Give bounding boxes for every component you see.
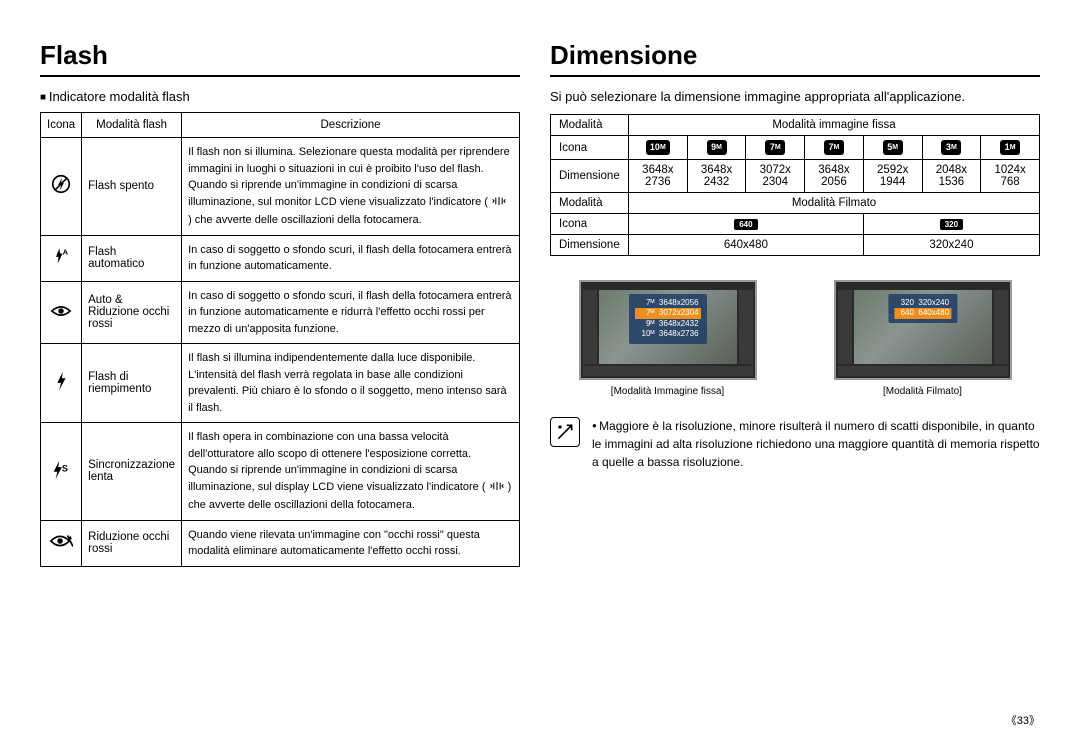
flash-table-header: Icona Modalità flash Descrizione	[41, 113, 520, 138]
dimensione-section: Dimensione Si può selezionare la dimensi…	[550, 40, 1040, 567]
svg-text:S: S	[62, 463, 68, 473]
col-desc-header: Descrizione	[182, 113, 520, 138]
col-mode-header: Modalità flash	[82, 113, 182, 138]
note-icon	[550, 417, 580, 447]
dimensione-title: Dimensione	[550, 40, 1040, 77]
flash-mode-desc: In caso di soggetto o sfondo scuri, il f…	[182, 281, 520, 344]
table-row: Auto & Riduzione occhi rossiIn caso di s…	[41, 281, 520, 344]
flash-mode-desc: Il flash non si illumina. Selezionare qu…	[182, 138, 520, 236]
mp-badge-cell: 9M	[687, 136, 746, 160]
flash-mode-name: Flash di riempimento	[82, 344, 182, 423]
flash-mode-icon	[41, 281, 82, 344]
dim-cell: 3648x2736	[629, 160, 688, 193]
table-row: S Sincronizzazione lentaIl flash opera in…	[41, 423, 520, 521]
mp-badge-cell: 5M	[863, 136, 922, 160]
flash-mode-name: Flash automatico	[82, 235, 182, 281]
mp-badge-cell: 3M	[922, 136, 981, 160]
flash-mode-icon: S	[41, 423, 82, 521]
flash-mode-name: Auto & Riduzione occhi rossi	[82, 281, 182, 344]
preview-row: 7ᴹ 3648x20567ᴹ 3072x23049ᴹ 3648x243210ᴹ …	[550, 280, 1040, 397]
flash-subhead: Indicatore modalità flash	[40, 89, 520, 104]
filmato-badge-1: 320	[863, 214, 1039, 235]
flash-title: Flash	[40, 40, 520, 77]
dim-mod-label: Modalità	[551, 115, 629, 136]
flash-mode-icon	[41, 520, 82, 566]
flash-mode-icon	[41, 138, 82, 236]
dim-icon-label: Icona	[551, 136, 629, 160]
mp-badge-cell: 10M	[629, 136, 688, 160]
flash-mode-name: Riduzione occhi rossi	[82, 520, 182, 566]
flash-mode-desc: Il flash opera in combinazione con una b…	[182, 423, 520, 521]
col-icon-header: Icona	[41, 113, 82, 138]
flash-mode-desc: Il flash si illumina indipendentemente d…	[182, 344, 520, 423]
dim-cell: 2048x1536	[922, 160, 981, 193]
filmato-badge-0: 640	[629, 214, 864, 235]
lcd-fissa: 7ᴹ 3648x20567ᴹ 3072x23049ᴹ 3648x243210ᴹ …	[579, 280, 757, 380]
flash-mode-name: Sincronizzazione lenta	[82, 423, 182, 521]
note-block: Maggiore è la risoluzione, minore risult…	[550, 417, 1040, 471]
dim-icon-label-2: Icona	[551, 214, 629, 235]
dim-dim-label-2: Dimensione	[551, 235, 629, 256]
preview-filmato: 320 320x240640 640x480 [Modalità Filmato…	[834, 280, 1012, 397]
svg-text:A: A	[63, 247, 69, 256]
dim-cell: 3648x2432	[687, 160, 746, 193]
dim-filmato-header: Modalità Filmato	[629, 193, 1040, 214]
dim-cell: 1024x768	[981, 160, 1040, 193]
flash-mode-desc: Quando viene rilevata un'immagine con "o…	[182, 520, 520, 566]
dim-dim-label: Dimensione	[551, 160, 629, 193]
dim-mod-label-2: Modalità	[551, 193, 629, 214]
table-row: A Flash automaticoIn caso di soggetto o s…	[41, 235, 520, 281]
manual-page: Flash Indicatore modalità flash Icona Mo…	[40, 40, 1040, 567]
flash-mode-desc: In caso di soggetto o sfondo scuri, il f…	[182, 235, 520, 281]
dim-cell: 3648x2056	[805, 160, 864, 193]
dim-fissa-header: Modalità immagine fissa	[629, 115, 1040, 136]
dim-table-fissa: Modalità Modalità immagine fissa Icona10…	[550, 114, 1040, 256]
mp-badge-cell: 1M	[981, 136, 1040, 160]
mp-badge-cell: 7M	[746, 136, 805, 160]
flash-mode-name: Flash spento	[82, 138, 182, 236]
filmato-dim-1: 320x240	[863, 235, 1039, 256]
preview-filmato-caption: [Modalità Filmato]	[834, 386, 1012, 397]
table-row: Riduzione occhi rossiQuando viene rileva…	[41, 520, 520, 566]
dim-cell: 2592x1944	[863, 160, 922, 193]
flash-table: Icona Modalità flash Descrizione Flash s…	[40, 112, 520, 567]
dim-cell: 3072x2304	[746, 160, 805, 193]
table-row: Flash spentoIl flash non si illumina. Se…	[41, 138, 520, 236]
page-number: 33	[1006, 712, 1040, 728]
flash-section: Flash Indicatore modalità flash Icona Mo…	[40, 40, 520, 567]
dimensione-intro: Si può selezionare la dimensione immagin…	[550, 89, 1040, 104]
preview-fissa: 7ᴹ 3648x20567ᴹ 3072x23049ᴹ 3648x243210ᴹ …	[579, 280, 757, 397]
mp-badge-cell: 7M	[805, 136, 864, 160]
lcd-filmato: 320 320x240640 640x480	[834, 280, 1012, 380]
table-row: Flash di riempimentoIl flash si illumina…	[41, 344, 520, 423]
flash-mode-icon: A	[41, 235, 82, 281]
preview-fissa-caption: [Modalità Immagine fissa]	[579, 386, 757, 397]
flash-mode-icon	[41, 344, 82, 423]
filmato-dim-0: 640x480	[629, 235, 864, 256]
note-text: Maggiore è la risoluzione, minore risult…	[592, 417, 1040, 471]
